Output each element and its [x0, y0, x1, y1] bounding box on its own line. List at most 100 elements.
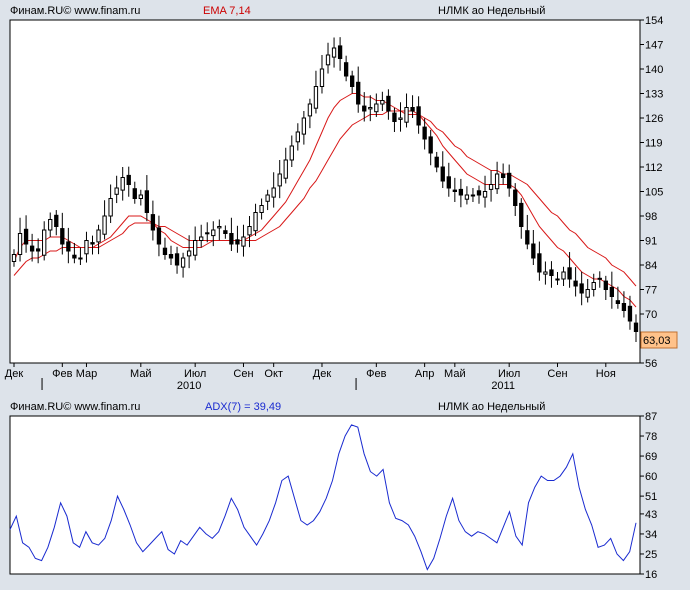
candle-body-up [84, 240, 89, 255]
candle-body-down [500, 173, 506, 178]
candle-body-up [247, 226, 252, 236]
candle-body-up [253, 212, 258, 232]
candle-body-up [120, 177, 125, 191]
candle-body-down [621, 303, 627, 311]
price-x-month-label: Май [444, 368, 466, 380]
price-x-month-label: Ноя [596, 368, 616, 380]
candle-body-up [585, 289, 590, 298]
price-x-month-label: Фев [52, 368, 72, 380]
price-y-tick-label: 126 [645, 113, 663, 125]
price-x-month-label: Сен [547, 368, 567, 380]
candle-body-down [223, 230, 228, 234]
candle-body-up [186, 250, 192, 257]
candle-body-up [494, 173, 500, 190]
candle-body-down [150, 214, 156, 231]
candle-body-down [507, 172, 512, 189]
price-x-year-label: 2010 [177, 380, 201, 392]
candle-body-down [132, 188, 137, 199]
candle-body-up [108, 198, 113, 217]
candle-body-up [398, 117, 403, 120]
candle-body-down [362, 105, 367, 112]
candle-body-down [597, 277, 602, 280]
top-indicator-label: EMA 7,14 [203, 5, 251, 17]
candle-body-down [615, 300, 621, 305]
candle-body-up [241, 236, 246, 247]
adx-y-tick-label: 34 [645, 529, 657, 541]
candle-body-down [633, 322, 639, 333]
candle-body-down [235, 239, 240, 245]
candle-body-up [482, 191, 488, 198]
price-plot-area [9, 19, 641, 364]
candle-body-up [271, 187, 276, 198]
candle-body-up [193, 240, 198, 256]
candle-body-down [337, 45, 343, 60]
price-x-month-label: Май [130, 368, 152, 380]
candle-body-down [537, 253, 542, 273]
price-x-month-label: Фев [366, 368, 386, 380]
adx-y-tick-label: 51 [645, 491, 657, 503]
candle-body-up [374, 103, 379, 113]
candle-body-down [428, 136, 433, 154]
candle-body-up [331, 47, 337, 58]
candle-body-down [156, 227, 162, 245]
price-x-month-label: Мар [76, 368, 98, 380]
candle-body-up [555, 278, 560, 281]
candle-body-up [180, 257, 186, 268]
candle-body-down [446, 176, 451, 189]
price-x-month-label: Апр [415, 368, 434, 380]
bottom-source-label: Финам.RU© www.finam.ru [10, 401, 141, 413]
adx-y-tick-label: 69 [645, 451, 657, 463]
price-x-month-label: Июл [498, 368, 520, 380]
candle-body-down [343, 62, 349, 77]
candle-body-up [543, 271, 548, 275]
candle-body-up [265, 194, 270, 202]
candle-body-up [307, 103, 313, 117]
price-x-month-label: Сен [233, 368, 253, 380]
candle-body-up [114, 187, 119, 195]
candle-body-up [488, 184, 494, 190]
candle-body-down [434, 156, 439, 168]
price-x-year-label: 2011 [491, 380, 515, 392]
candle-body-down [476, 190, 482, 196]
candle-body-up [368, 107, 373, 110]
candle-body-down [66, 241, 71, 252]
price-y-tick-label: 105 [645, 187, 663, 199]
candle-body-down [458, 188, 464, 196]
price-y-tick-label: 98 [645, 211, 657, 223]
candle-body-down [35, 248, 41, 252]
price-y-tick-label: 154 [645, 15, 663, 27]
candle-body-down [531, 243, 536, 259]
candle-body-down [90, 242, 95, 245]
candle-body-up [289, 145, 294, 161]
candle-body-up [380, 100, 385, 105]
candle-body-up [259, 205, 264, 213]
candle-body-down [205, 232, 210, 235]
candle-body-up [470, 194, 476, 197]
price-x-month-label: Дек [313, 368, 332, 380]
candle-body-up [404, 107, 409, 123]
adx-y-tick-label: 43 [645, 509, 657, 521]
candle-body-up [464, 194, 470, 200]
adx-y-tick-label: 78 [645, 431, 657, 443]
candle-body-up [217, 226, 222, 229]
bottom-indicator-label: ADX(7) = 39,49 [205, 401, 282, 413]
adx-y-tick-label: 87 [645, 411, 657, 423]
current-price-tag: 63,03 [640, 331, 678, 349]
candle-body-down [350, 75, 355, 87]
candle-body-up [42, 229, 47, 256]
adx-y-tick-label: 16 [645, 569, 657, 581]
ema-line-14 [13, 110, 637, 287]
candle-body-down [144, 190, 150, 214]
candle-body-down [386, 95, 391, 112]
candle-body-up [78, 257, 83, 260]
candle-body-down [72, 254, 77, 259]
current-price-value: 63,03 [643, 335, 671, 347]
price-y-tick-label: 119 [645, 138, 663, 150]
candle-body-down [356, 81, 361, 105]
candle-body-down [452, 189, 457, 193]
price-x-month-label: Окт [264, 368, 283, 380]
price-y-tick-label: 133 [645, 89, 663, 101]
candle-body-up [102, 215, 107, 235]
candle-body-up [295, 131, 300, 143]
